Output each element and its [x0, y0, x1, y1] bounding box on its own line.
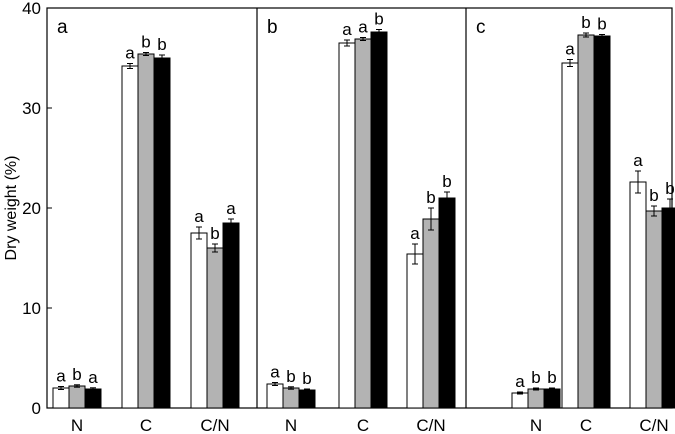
- bar: [190, 232, 208, 409]
- bar: [84, 388, 102, 409]
- significance-letter: b: [141, 33, 150, 52]
- significance-letter: a: [633, 151, 643, 170]
- bar: [629, 181, 647, 409]
- bar: [68, 385, 86, 409]
- significance-letter: b: [597, 15, 606, 34]
- panel-label-a: a: [57, 17, 68, 38]
- significance-letter: b: [442, 172, 451, 191]
- y-tick-label: 0: [32, 399, 41, 418]
- significance-letter: a: [565, 40, 575, 59]
- bar: [561, 62, 579, 409]
- significance-letter: a: [342, 20, 352, 39]
- panel-label-b: b: [267, 17, 278, 38]
- bar: [422, 218, 440, 409]
- category-label: C/N: [639, 416, 668, 434]
- y-tick-label: 10: [22, 299, 41, 318]
- significance-letter: a: [88, 368, 98, 387]
- significance-letter: b: [547, 368, 556, 387]
- category-label: C/N: [200, 416, 229, 434]
- significance-letter: b: [210, 224, 219, 243]
- bar: [593, 35, 611, 409]
- significance-letter: b: [581, 13, 590, 32]
- category-label: C: [140, 416, 152, 434]
- significance-letter: b: [649, 186, 658, 205]
- significance-letter: a: [358, 18, 368, 37]
- category-label: C: [580, 416, 592, 434]
- bar: [52, 387, 70, 409]
- bar: [511, 392, 529, 409]
- bar: [338, 42, 356, 409]
- significance-letter: b: [665, 179, 674, 198]
- significance-letter: a: [270, 363, 280, 382]
- significance-letter: a: [515, 372, 525, 391]
- bar: [282, 387, 300, 409]
- significance-letter: a: [194, 207, 204, 226]
- significance-letter: b: [72, 365, 81, 384]
- y-axis-title: Dry weight (%): [3, 156, 20, 261]
- significance-letter: a: [226, 199, 236, 218]
- panel-label-c: c: [476, 17, 486, 38]
- category-label: N: [71, 416, 83, 434]
- significance-letter: b: [302, 369, 311, 388]
- bar: [543, 388, 561, 409]
- bar: [137, 53, 155, 409]
- significance-letter: a: [410, 224, 420, 243]
- bar: [121, 65, 139, 409]
- bar: [153, 57, 171, 409]
- significance-letter: b: [426, 188, 435, 207]
- category-label: C: [357, 416, 369, 434]
- category-label: N: [530, 416, 542, 434]
- bar: [527, 388, 545, 409]
- bar: [298, 389, 316, 409]
- bar: [645, 210, 663, 409]
- bar: [266, 383, 284, 409]
- significance-letter: b: [374, 10, 383, 29]
- significance-letter: b: [157, 35, 166, 54]
- bar: [661, 207, 675, 409]
- y-tick-label: 20: [22, 199, 41, 218]
- significance-letter: a: [125, 44, 135, 63]
- significance-letter: b: [531, 368, 540, 387]
- bar: [406, 253, 424, 409]
- y-tick-label: 30: [22, 99, 41, 118]
- bar: [222, 222, 240, 409]
- bar: [438, 197, 456, 409]
- y-tick-label: 40: [22, 0, 41, 18]
- significance-letter: a: [56, 367, 66, 386]
- bar: [370, 31, 388, 409]
- significance-letter: b: [286, 367, 295, 386]
- category-label: N: [285, 416, 297, 434]
- bar: [354, 38, 372, 409]
- bar: [206, 247, 224, 409]
- category-label: C/N: [416, 416, 445, 434]
- bar: [577, 34, 595, 409]
